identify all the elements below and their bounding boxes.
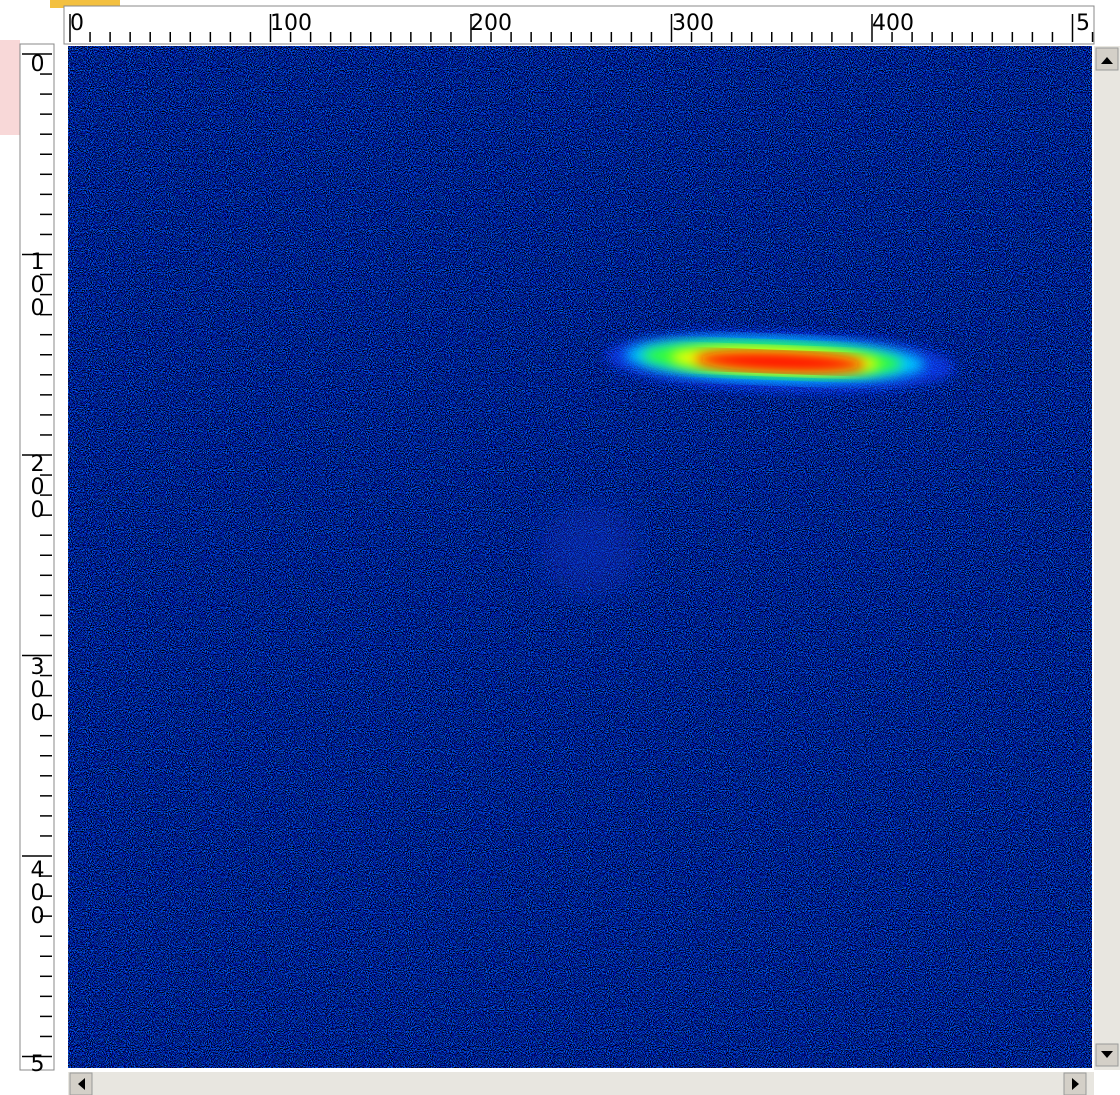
top-ruler-bg: [64, 6, 1094, 44]
image: [68, 46, 1092, 1068]
left-ruler-label: 200: [26, 452, 48, 521]
top-ruler-label: 5: [1076, 12, 1090, 36]
left-ruler-label: 400: [26, 858, 48, 927]
faint-blob: [540, 505, 640, 595]
top-ruler-label: 200: [470, 12, 512, 36]
top-ruler-label: 400: [872, 12, 914, 36]
rulers: [0, 0, 1120, 1095]
viewer-window: 0 100 200 300 400 5 0 100 200 300 400 5: [0, 0, 1120, 1095]
left-ruler-label: 300: [26, 655, 48, 724]
top-ruler-label: 0: [70, 12, 84, 36]
left-ruler-label: 0: [26, 52, 48, 75]
left-ruler-label: 5: [26, 1052, 48, 1075]
top-ruler-label: 100: [270, 12, 312, 36]
right-scrollbar[interactable]: [1094, 46, 1120, 1070]
bottom-scrollbar[interactable]: [68, 1072, 1094, 1095]
top-ruler-label: 300: [672, 12, 714, 36]
left-ruler-label: 100: [26, 250, 48, 319]
